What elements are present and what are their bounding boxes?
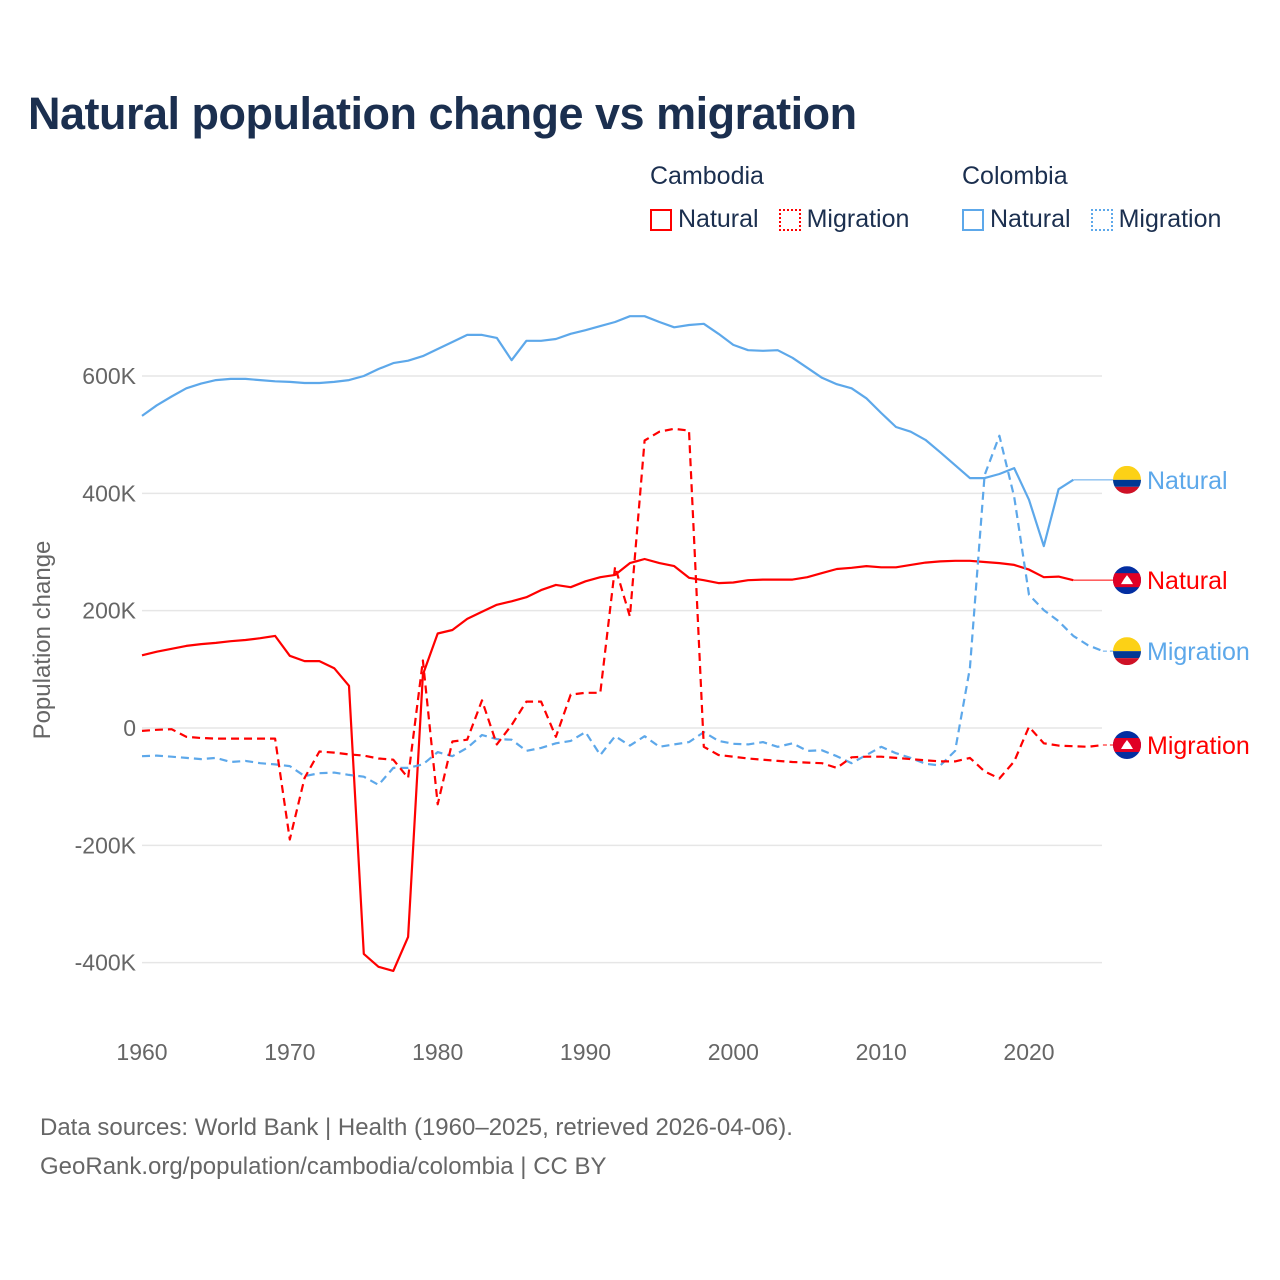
series-line-cambodia-natural[interactable]	[141, 557, 1074, 972]
legend-country-label: Colombia	[962, 162, 1068, 190]
legend-item-label: Natural	[678, 205, 759, 233]
x-tick-label: 2020	[1003, 1039, 1054, 1065]
y-tick-label: -400K	[75, 950, 137, 976]
dotted-swatch-icon	[778, 208, 801, 231]
y-tick-label: -200K	[75, 832, 137, 858]
series-lines	[141, 315, 1104, 972]
y-tick-label: 200K	[82, 598, 136, 624]
x-tick-label: 1990	[560, 1039, 611, 1065]
end-label: Migration	[1147, 638, 1250, 666]
series-line-colombia-natural[interactable]	[141, 315, 1074, 548]
end-label: Natural	[1147, 467, 1228, 495]
y-axis-label: Population change	[29, 541, 56, 740]
colombia-flag-icon	[1113, 637, 1141, 666]
legend-cambodia: Cambodia Natural Migration	[650, 162, 909, 234]
footer: Data sources: World Bank | Health (1960–…	[40, 1108, 793, 1186]
end-label: Natural	[1147, 567, 1228, 595]
colombia-flag-icon	[1113, 465, 1141, 494]
series-line-cambodia-migration[interactable]	[141, 427, 1104, 841]
y-tick-label: 400K	[82, 480, 136, 506]
legend-item-cambodia-natural[interactable]: Natural	[650, 205, 759, 234]
solid-swatch-icon	[650, 208, 672, 231]
legend-item-colombia-natural[interactable]: Natural	[962, 205, 1071, 234]
cambodia-flag-icon	[1113, 731, 1141, 760]
x-tick-label: 1980	[412, 1039, 463, 1065]
legend-item-label: Migration	[1118, 205, 1222, 233]
y-tick-label: 600K	[82, 363, 136, 389]
series-line-colombia-migration[interactable]	[141, 434, 1104, 786]
legend-item-label: Natural	[990, 205, 1071, 233]
y-tick-label: 0	[123, 715, 136, 741]
dotted-swatch-icon	[1090, 208, 1113, 231]
gridlines	[142, 375, 1102, 964]
legend-item-colombia-migration[interactable]: Migration	[1090, 205, 1222, 234]
legend-item-label: Migration	[806, 205, 910, 233]
end-label: Migration	[1147, 732, 1250, 760]
x-tick-label: 2010	[856, 1039, 907, 1065]
legend-colombia: Colombia Natural Migration	[962, 162, 1221, 234]
y-axis-ticks: -400K -200K 0 200K 400K 600K	[75, 363, 137, 976]
end-labels: Natural Natural Migration Migration	[1073, 465, 1250, 760]
x-tick-label: 1970	[264, 1039, 315, 1065]
attribution-link[interactable]: GeoRank.org/population/cambodia/colombia…	[40, 1153, 607, 1180]
source-note: Data sources: World Bank | Health (1960–…	[40, 1114, 793, 1141]
cambodia-flag-icon	[1113, 566, 1141, 595]
legend-item-cambodia-migration[interactable]: Migration	[778, 205, 910, 234]
x-tick-label: 2000	[708, 1039, 759, 1065]
chart-title: Natural population change vs migration	[28, 88, 857, 139]
x-axis-ticks: 1960 1970 1980 1990 2000 2010 2020	[116, 1039, 1054, 1065]
x-tick-label: 1960	[116, 1039, 167, 1065]
legend-country-label: Cambodia	[650, 162, 764, 190]
solid-swatch-icon	[962, 208, 984, 231]
